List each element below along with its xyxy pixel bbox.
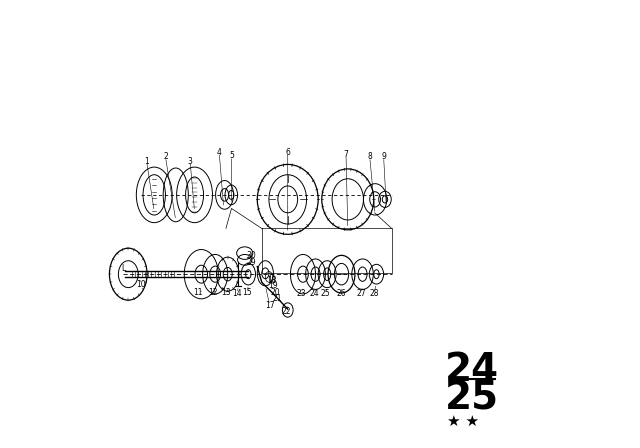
- Text: 24: 24: [309, 289, 319, 298]
- Text: 4: 4: [217, 148, 221, 157]
- Text: 21: 21: [272, 294, 282, 303]
- Text: 5: 5: [229, 151, 234, 160]
- Text: 8: 8: [367, 152, 372, 161]
- Text: 12: 12: [209, 288, 218, 297]
- Text: 25: 25: [321, 289, 330, 298]
- Text: 10: 10: [136, 280, 146, 289]
- Text: 15: 15: [243, 288, 252, 297]
- Text: 11: 11: [193, 288, 203, 297]
- Text: 23: 23: [296, 289, 306, 298]
- Text: 17: 17: [265, 301, 275, 310]
- Text: 3: 3: [188, 157, 193, 166]
- Text: 19: 19: [269, 281, 278, 290]
- Text: 6: 6: [285, 148, 290, 157]
- Text: 7: 7: [344, 150, 348, 159]
- Text: 20: 20: [270, 288, 280, 297]
- Text: 27: 27: [356, 289, 366, 298]
- Text: 28: 28: [369, 289, 378, 298]
- Text: 1: 1: [144, 157, 149, 166]
- Text: 2: 2: [163, 152, 168, 161]
- Text: 26: 26: [336, 289, 346, 298]
- Text: L: L: [121, 264, 125, 273]
- Text: 24: 24: [445, 351, 499, 388]
- Text: 29: 29: [246, 258, 256, 267]
- Text: ★ ★: ★ ★: [447, 414, 479, 429]
- Text: 18: 18: [268, 276, 277, 284]
- Text: 13: 13: [221, 288, 231, 297]
- Text: 9: 9: [381, 152, 386, 161]
- Text: 14: 14: [232, 289, 242, 298]
- Text: 30: 30: [246, 251, 257, 260]
- Text: 22: 22: [281, 307, 291, 316]
- Text: 25: 25: [445, 380, 499, 418]
